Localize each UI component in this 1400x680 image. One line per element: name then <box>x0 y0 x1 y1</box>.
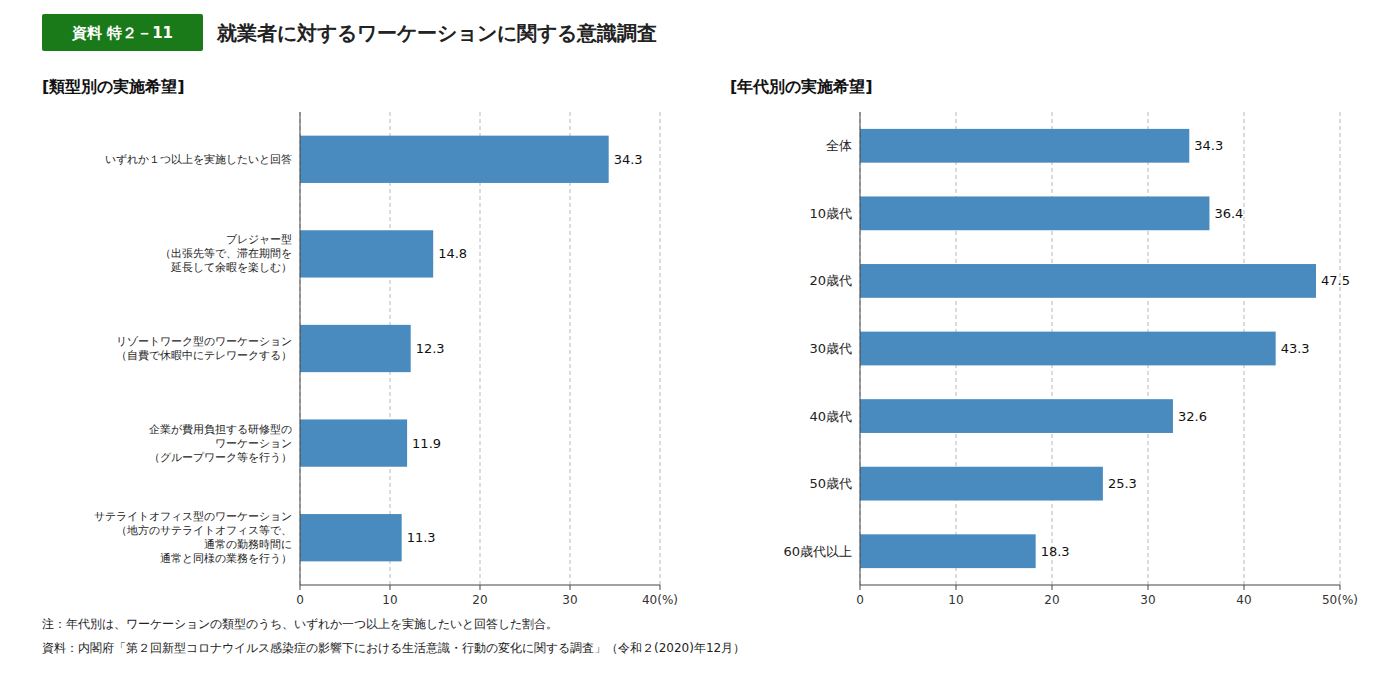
x-axis <box>300 585 660 586</box>
bar <box>860 196 1209 230</box>
tick-mark <box>1148 585 1149 590</box>
tick-label: 10 <box>948 593 963 607</box>
grid-line <box>660 112 661 585</box>
tick-mark <box>570 585 571 590</box>
bar <box>300 230 433 277</box>
category-label: 企業が費用負担する研修型のワーケーション（グループワーク等を行う） <box>149 423 292 464</box>
data-label: 32.6 <box>1178 409 1207 424</box>
data-label: 36.4 <box>1214 206 1243 221</box>
bars <box>860 129 1316 568</box>
bar <box>300 419 407 466</box>
data-label: 47.5 <box>1321 273 1350 288</box>
tick-mark <box>860 585 861 590</box>
tick-label: 0 <box>856 593 864 607</box>
data-label: 11.3 <box>407 530 436 545</box>
tick-mark <box>1052 585 1053 590</box>
title-label: 資料 特２－11 <box>71 24 173 42</box>
chart-title: [年代別の実施希望] <box>730 77 873 96</box>
bar <box>860 129 1189 163</box>
tick-label: 10 <box>382 593 397 607</box>
data-label: 34.3 <box>1194 138 1223 153</box>
bar <box>300 325 411 372</box>
title: 就業者に対するワーケーションに関する意識調査 <box>216 21 657 45</box>
bar <box>860 399 1173 433</box>
grid-line <box>1340 112 1341 585</box>
tick-mark <box>390 585 391 590</box>
bars <box>300 136 609 562</box>
tick-mark <box>1244 585 1245 590</box>
tick-label: 50(%) <box>1322 593 1358 607</box>
bar <box>300 136 609 183</box>
y-axis <box>300 112 301 585</box>
category-label: いずれか１つ以上を実施したいと回答 <box>105 153 292 166</box>
title-label-box <box>42 14 203 51</box>
data-label: 14.8 <box>438 246 467 261</box>
bar <box>860 467 1103 501</box>
category-label: 60歳代以上 <box>783 544 852 559</box>
category-label: 50歳代 <box>809 476 852 491</box>
chart: [類型別の実施希望] 0 10 20 30 40(%) 34.3 14.8 12.3 11.9 11… <box>42 77 678 607</box>
tick-label: 40 <box>1236 593 1251 607</box>
tick-label: 30 <box>1140 593 1155 607</box>
category-label: 10歳代 <box>809 206 852 221</box>
tick-label: 40(%) <box>642 593 678 607</box>
chart-title: [類型別の実施希望] <box>42 77 185 96</box>
note: 資料：内閣府「第２回新型コロナウイルス感染症の影響下における生活意識・行動の変化… <box>42 641 745 655</box>
y-axis <box>860 112 861 585</box>
tick-label: 20 <box>472 593 487 607</box>
data-label: 12.3 <box>416 341 445 356</box>
category-label: 30歳代 <box>809 341 852 356</box>
bar <box>860 534 1036 568</box>
tick-label: 30 <box>562 593 577 607</box>
tick-mark <box>300 585 301 590</box>
data-label: 18.3 <box>1041 544 1070 559</box>
tick-mark <box>956 585 957 590</box>
category-label: ブレジャー型（出張先等で、滞在期間を延長して余暇を楽しむ） <box>160 233 292 274</box>
tick-label: 20 <box>1044 593 1059 607</box>
bar <box>860 264 1316 298</box>
data-label: 34.3 <box>614 152 643 167</box>
bar <box>860 332 1276 366</box>
x-axis <box>860 585 1340 586</box>
category-label: 40歳代 <box>809 409 852 424</box>
tick-mark <box>480 585 481 590</box>
category-label: サテライトオフィス型のワーケーション（地方のサテライトオフィス等で、通常の勤務時… <box>94 510 292 565</box>
category-label: 全体 <box>826 138 852 153</box>
category-label: 20歳代 <box>809 273 852 288</box>
category-label: リゾートワーク型のワーケーション（自費で休暇中にテレワークする） <box>116 335 292 362</box>
data-label: 11.9 <box>412 436 441 451</box>
page: 資料 特２－11 就業者に対するワーケーションに関する意識調査 [類型別の実施希望]… <box>0 0 1400 680</box>
tick-mark <box>660 585 661 590</box>
tick-label: 0 <box>296 593 304 607</box>
note: 注：年代別は、ワーケーションの類型のうち、いずれか一つ以上を実施したいと回答した… <box>42 617 558 631</box>
tick-mark <box>1340 585 1341 590</box>
data-label: 43.3 <box>1281 341 1310 356</box>
chart: [年代別の実施希望] 0 10 20 30 40 50(%) 34.3 36.4 47.5 43.3… <box>730 77 1358 607</box>
bar <box>300 514 402 561</box>
grid-line <box>300 112 301 585</box>
data-label: 25.3 <box>1108 476 1137 491</box>
grid-line <box>860 112 861 585</box>
